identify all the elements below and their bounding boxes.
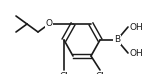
Text: O: O <box>45 20 53 28</box>
Text: B: B <box>114 36 120 44</box>
Text: OH: OH <box>130 48 144 57</box>
Text: Cl: Cl <box>60 72 68 74</box>
Text: OH: OH <box>130 22 144 32</box>
Text: Cl: Cl <box>96 72 104 74</box>
